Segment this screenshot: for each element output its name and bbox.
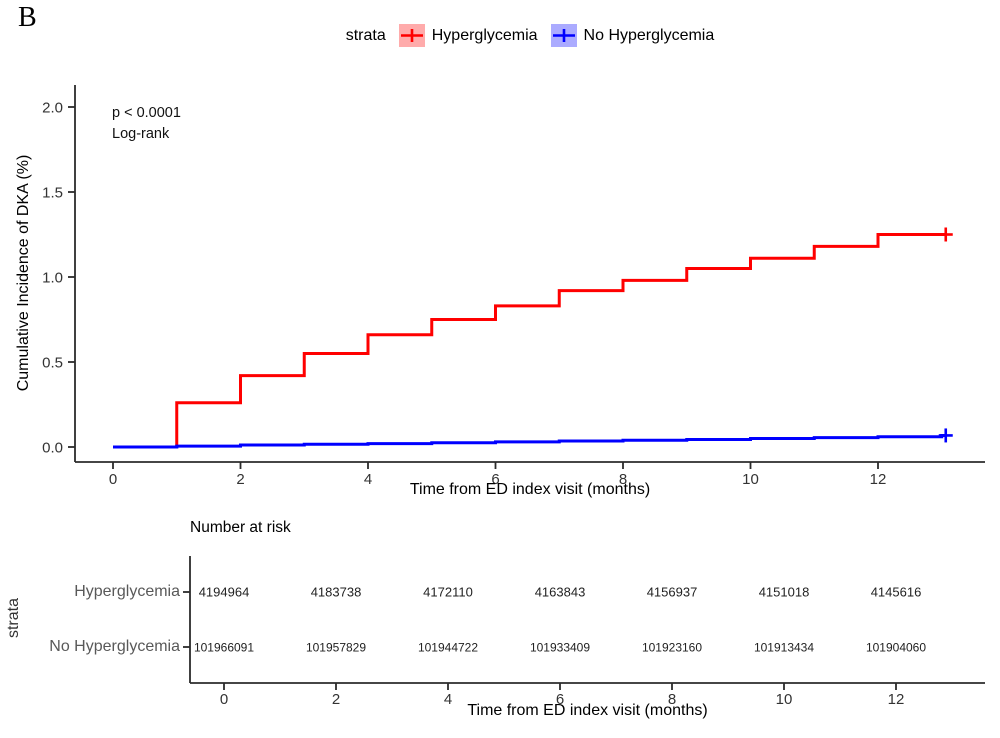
legend-title: strata [345, 26, 386, 44]
risk-count: 4194964 [199, 585, 250, 600]
risk-count: 101957829 [306, 641, 366, 655]
series-no-hyperglycemia [113, 433, 946, 449]
main-x-tick-label: 0 [109, 471, 117, 488]
risk-x-tick-label: 0 [220, 691, 228, 708]
main-x-tick-label: 10 [742, 471, 759, 488]
risk-count: 101944722 [418, 641, 478, 655]
main-y-tick-label: 0.5 [42, 355, 63, 372]
risk-x-axis-title: Time from ED index visit (months) [467, 702, 708, 719]
risk-row-label-hyperglycemia: Hyperglycemia [74, 583, 180, 600]
risk-x-tick-label: 6 [556, 691, 564, 708]
legend-key-hyperglycemia-icon [398, 24, 425, 47]
legend-label-no-hyperglycemia: No Hyperglycemia [583, 26, 715, 44]
risk-table-title: Number at risk [190, 519, 291, 536]
main-x-tick-label: 2 [236, 471, 244, 488]
risk-count: 101966091 [194, 641, 254, 655]
risk-count: 101913434 [754, 641, 814, 655]
test-name-text: Log-rank [112, 126, 170, 142]
risk-count: 101923160 [642, 641, 702, 655]
risk-count: 101933409 [530, 641, 590, 655]
risk-count: 4183738 [311, 585, 362, 600]
main-x-tick-label: 8 [619, 471, 627, 488]
legend: strata Hyperglycemia No Hyperglycemia [60, 24, 1000, 47]
main-y-axis-title: Cumulative Incidence of DKA (%) [15, 154, 32, 392]
risk-count: 4163843 [535, 585, 586, 600]
main-y-tick-label: 1.5 [42, 185, 63, 202]
risk-x-tick-label: 12 [888, 691, 905, 708]
series-hyperglycemia [113, 233, 946, 449]
risk-x-tick-label: 8 [668, 691, 676, 708]
legend-key-no-hyperglycemia-icon [550, 24, 577, 47]
risk-row-label-no-hyperglycemia: No Hyperglycemia [49, 638, 180, 655]
main-y-tick-label: 2.0 [42, 100, 63, 117]
risk-count: 4151018 [759, 585, 810, 600]
panel-label: B [18, 2, 37, 33]
main-y-tick-label: 0.0 [42, 440, 63, 457]
risk-x-tick-label: 10 [776, 691, 793, 708]
main-x-tick-label: 6 [491, 471, 499, 488]
risk-count: 4156937 [647, 585, 698, 600]
risk-count: 101904060 [866, 641, 926, 655]
risk-table-strata-axis-label: strata [5, 597, 22, 639]
legend-label-hyperglycemia: Hyperglycemia [431, 26, 538, 44]
main-x-tick-label: 4 [364, 471, 372, 488]
risk-x-tick-label: 4 [444, 691, 452, 708]
risk-x-tick-label: 2 [332, 691, 340, 708]
main-y-tick-label: 1.0 [42, 270, 63, 287]
risk-count: 4145616 [871, 585, 922, 600]
pvalue-annotation: p < 0.0001 Log-rank [112, 103, 181, 145]
risk-count: 4172110 [423, 585, 473, 600]
main-x-tick-label: 12 [870, 471, 887, 488]
main-x-axis-title: Time from ED index visit (months) [409, 481, 651, 498]
pvalue-text: p < 0.0001 [112, 105, 181, 121]
